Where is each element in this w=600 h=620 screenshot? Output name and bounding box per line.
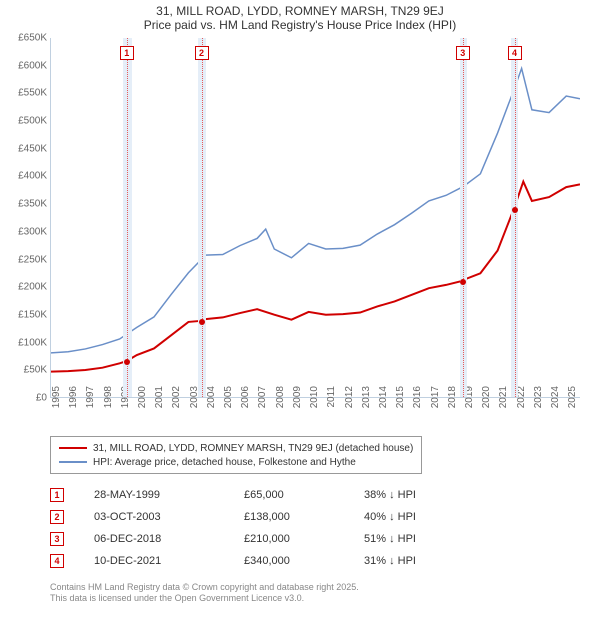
series-marker-point bbox=[199, 319, 205, 325]
sale-marker-box: 2 bbox=[195, 46, 209, 60]
y-tick-label: £450K bbox=[3, 143, 47, 154]
table-row: 3 06-DEC-2018£210,00051% ↓ HPI bbox=[50, 528, 474, 550]
x-tick-label: 2009 bbox=[292, 386, 303, 416]
legend-row: HPI: Average price, detached house, Folk… bbox=[59, 455, 413, 469]
table-marker-box: 4 bbox=[50, 554, 64, 568]
footer-attribution: Contains HM Land Registry data © Crown c… bbox=[50, 582, 359, 605]
x-tick-label: 1995 bbox=[51, 386, 62, 416]
x-tick-label: 2023 bbox=[533, 386, 544, 416]
sale-marker-line bbox=[127, 38, 128, 397]
table-date: 10-DEC-2021 bbox=[94, 555, 244, 567]
sale-marker-box: 1 bbox=[120, 46, 134, 60]
x-tick-label: 2021 bbox=[498, 386, 509, 416]
legend-label: HPI: Average price, detached house, Folk… bbox=[93, 457, 356, 468]
table-price: £340,000 bbox=[244, 555, 364, 567]
table-row: 2 03-OCT-2003£138,00040% ↓ HPI bbox=[50, 506, 474, 528]
table-pct: 40% ↓ HPI bbox=[364, 511, 474, 523]
y-tick-label: £500K bbox=[3, 116, 47, 127]
x-tick-label: 2020 bbox=[481, 386, 492, 416]
table-marker-box: 1 bbox=[50, 488, 64, 502]
table-marker-box: 2 bbox=[50, 510, 64, 524]
footer-line-1: Contains HM Land Registry data © Crown c… bbox=[50, 582, 359, 593]
table-date: 03-OCT-2003 bbox=[94, 511, 244, 523]
x-tick-label: 1997 bbox=[85, 386, 96, 416]
x-tick-label: 2016 bbox=[412, 386, 423, 416]
table-price: £65,000 bbox=[244, 489, 364, 501]
table-date: 28-MAY-1999 bbox=[94, 489, 244, 501]
y-tick-label: £300K bbox=[3, 226, 47, 237]
sale-marker-box: 4 bbox=[508, 46, 522, 60]
y-tick-label: £200K bbox=[3, 282, 47, 293]
x-tick-label: 2015 bbox=[395, 386, 406, 416]
x-tick-label: 2013 bbox=[361, 386, 372, 416]
y-tick-label: £550K bbox=[3, 88, 47, 99]
legend-label: 31, MILL ROAD, LYDD, ROMNEY MARSH, TN29 … bbox=[93, 443, 413, 454]
chart-container: 31, MILL ROAD, LYDD, ROMNEY MARSH, TN29 … bbox=[0, 0, 600, 620]
footer-line-2: This data is licensed under the Open Gov… bbox=[50, 593, 359, 604]
y-tick-label: £100K bbox=[3, 337, 47, 348]
y-tick-label: £250K bbox=[3, 254, 47, 265]
x-tick-label: 2025 bbox=[567, 386, 578, 416]
legend-swatch bbox=[59, 461, 87, 463]
table-marker-box: 3 bbox=[50, 532, 64, 546]
x-tick-label: 2007 bbox=[257, 386, 268, 416]
y-tick-label: £150K bbox=[3, 309, 47, 320]
title-block: 31, MILL ROAD, LYDD, ROMNEY MARSH, TN29 … bbox=[0, 0, 600, 32]
table-pct: 51% ↓ HPI bbox=[364, 533, 474, 545]
table-pct: 38% ↓ HPI bbox=[364, 489, 474, 501]
x-tick-label: 2011 bbox=[326, 386, 337, 416]
y-tick-label: £50K bbox=[3, 365, 47, 376]
table-price: £138,000 bbox=[244, 511, 364, 523]
series-marker-point bbox=[124, 359, 130, 365]
chart-area: £0£50K£100K£150K£200K£250K£300K£350K£400… bbox=[50, 38, 580, 398]
x-tick-label: 2004 bbox=[206, 386, 217, 416]
series-marker-point bbox=[460, 279, 466, 285]
x-tick-label: 2017 bbox=[430, 386, 441, 416]
x-tick-label: 2001 bbox=[154, 386, 165, 416]
table-row: 4 10-DEC-2021£340,00031% ↓ HPI bbox=[50, 550, 474, 572]
x-tick-label: 2005 bbox=[223, 386, 234, 416]
x-tick-label: 2006 bbox=[240, 386, 251, 416]
x-tick-label: 2010 bbox=[309, 386, 320, 416]
sale-marker-line bbox=[202, 38, 203, 397]
title-line-1: 31, MILL ROAD, LYDD, ROMNEY MARSH, TN29 … bbox=[0, 4, 600, 18]
sale-marker-line bbox=[515, 38, 516, 397]
title-line-2: Price paid vs. HM Land Registry's House … bbox=[0, 18, 600, 32]
table-row: 1 28-MAY-1999£65,00038% ↓ HPI bbox=[50, 484, 474, 506]
y-tick-label: £0 bbox=[3, 393, 47, 404]
y-tick-label: £600K bbox=[3, 60, 47, 71]
x-tick-label: 2012 bbox=[344, 386, 355, 416]
x-tick-label: 2014 bbox=[378, 386, 389, 416]
legend-swatch bbox=[59, 447, 87, 449]
x-tick-label: 1996 bbox=[68, 386, 79, 416]
table-date: 06-DEC-2018 bbox=[94, 533, 244, 545]
x-tick-label: 2008 bbox=[275, 386, 286, 416]
legend-row: 31, MILL ROAD, LYDD, ROMNEY MARSH, TN29 … bbox=[59, 441, 413, 455]
x-tick-label: 1998 bbox=[103, 386, 114, 416]
sale-marker-box: 3 bbox=[456, 46, 470, 60]
y-tick-label: £350K bbox=[3, 199, 47, 210]
sale-table: 1 28-MAY-1999£65,00038% ↓ HPI 2 03-OCT-2003… bbox=[50, 484, 474, 572]
y-tick-label: £400K bbox=[3, 171, 47, 182]
legend-box: 31, MILL ROAD, LYDD, ROMNEY MARSH, TN29 … bbox=[50, 436, 422, 474]
y-tick-label: £650K bbox=[3, 33, 47, 44]
x-tick-label: 2002 bbox=[171, 386, 182, 416]
table-pct: 31% ↓ HPI bbox=[364, 555, 474, 567]
sale-marker-line bbox=[463, 38, 464, 397]
x-tick-label: 2018 bbox=[447, 386, 458, 416]
x-tick-label: 2000 bbox=[137, 386, 148, 416]
table-price: £210,000 bbox=[244, 533, 364, 545]
x-tick-label: 2024 bbox=[550, 386, 561, 416]
series-marker-point bbox=[512, 207, 518, 213]
